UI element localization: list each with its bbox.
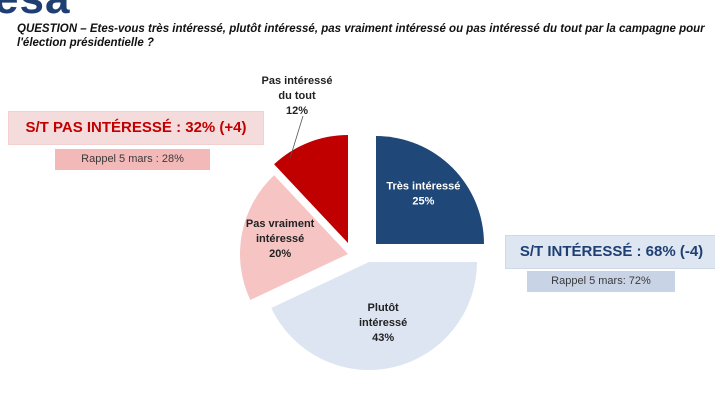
interested-recall-badge: Rappel 5 mars: 72% [527, 271, 675, 292]
brand-logo: esa [0, 0, 70, 24]
pie-slices [240, 135, 484, 370]
pie-slice-label-3: Pas intéressé du tout 12% [262, 75, 333, 117]
pie-slice-label-1: Plutôt intéressé 43% [359, 302, 407, 344]
interested-summary-badge: S/T INTÉRESSÉ : 68% (-4) [505, 235, 715, 269]
pie-slice-label-2: Pas vraiment intéressé 20% [246, 218, 315, 260]
not-interested-summary-badge: S/T PAS INTÉRESSÉ : 32% (+4) [8, 111, 264, 145]
question-text: QUESTION – Etes-vous très intéressé, plu… [17, 23, 705, 49]
pie-labels: Très intéressé 25% Plutôt intéressé 43% Pas v… [246, 75, 460, 344]
pie-slice-3 [274, 135, 348, 243]
pie-slice-2 [240, 175, 348, 300]
pie-slice-1 [271, 262, 477, 370]
pie-slice-0 [376, 136, 484, 244]
not-interested-recall-badge: Rappel 5 mars : 28% [55, 149, 210, 170]
pie-leader-line-3 [289, 115, 304, 158]
pie-slice-label-0: Très intéressé 25% [386, 181, 460, 208]
